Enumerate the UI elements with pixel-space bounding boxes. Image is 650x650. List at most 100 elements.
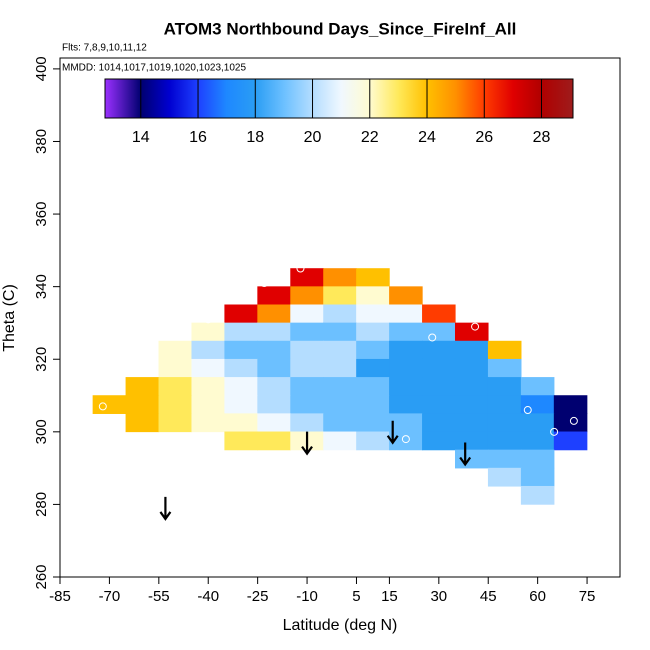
field-cell	[290, 322, 324, 342]
field-cell	[290, 304, 324, 324]
field-cell	[323, 286, 357, 306]
chart-title: ATOM3 Northbound Days_Since_FireInf_All	[164, 19, 517, 38]
field-cell	[422, 431, 456, 451]
field-cell	[487, 413, 522, 433]
field-cell	[422, 340, 456, 360]
field-cell	[191, 358, 226, 378]
x-tick-label: 60	[529, 588, 546, 605]
field-cell	[356, 286, 390, 306]
field-cell	[290, 286, 324, 306]
field-cell	[389, 286, 423, 306]
field-cell	[454, 340, 489, 360]
x-tick-label: -10	[296, 588, 318, 605]
field-cell	[487, 449, 522, 469]
field-cell	[290, 377, 324, 396]
field-cell	[487, 395, 522, 414]
field-cell	[520, 467, 555, 487]
arrow	[301, 431, 313, 456]
field-cell	[356, 377, 390, 396]
field-cell	[487, 377, 522, 396]
colorbar-tick-label: 20	[304, 129, 322, 146]
field-cell	[520, 395, 555, 414]
field-cell	[356, 322, 390, 342]
field-cell	[487, 358, 522, 378]
field-cell	[422, 395, 456, 414]
x-tick-label: -40	[197, 588, 219, 605]
field-cell	[158, 413, 193, 433]
field-cell	[323, 377, 357, 396]
x-tick-label: -70	[99, 588, 121, 605]
subtitle: Flts: 7,8,9,10,11,12	[62, 43, 147, 54]
field-cell	[356, 413, 390, 433]
field-cell	[520, 449, 555, 469]
field-cell	[224, 395, 258, 414]
field-cell	[92, 395, 127, 414]
flight-point	[260, 279, 269, 288]
x-tick-label: 5	[352, 588, 360, 605]
field-cell	[520, 413, 555, 433]
field-cell	[224, 304, 258, 324]
y-tick-label: 380	[33, 129, 50, 154]
field-cell	[257, 431, 291, 451]
x-tick-label: 75	[579, 588, 596, 605]
field-cell	[389, 340, 423, 360]
field-cell	[356, 358, 390, 378]
field-cell	[389, 304, 423, 324]
flight-point	[569, 416, 578, 425]
field-cell	[257, 358, 291, 378]
field-cell	[323, 431, 357, 451]
field-cell	[454, 377, 489, 396]
x-tick-label: -55	[148, 588, 170, 605]
field-cell	[422, 304, 456, 324]
field-cell	[389, 395, 423, 414]
field-cell	[454, 358, 489, 378]
colorbar-tick-label: 24	[418, 129, 436, 146]
colorbar	[104, 78, 574, 119]
field-cell	[290, 395, 324, 414]
x-axis-label: Latitude (deg N)	[283, 617, 398, 634]
y-tick-label: 300	[33, 419, 50, 444]
field-cell	[520, 431, 555, 451]
x-tick-label: 45	[480, 588, 497, 605]
arrow	[159, 496, 172, 521]
y-tick-label: 360	[33, 202, 50, 227]
flight-point	[527, 351, 536, 360]
arrow	[459, 442, 472, 467]
field-cell	[454, 395, 489, 414]
field-cell	[125, 413, 160, 433]
field-cell	[389, 358, 423, 378]
field-cell	[356, 431, 390, 451]
y-tick-label: 400	[33, 56, 50, 81]
y-tick-label: 280	[33, 492, 50, 517]
field-cell	[454, 431, 489, 451]
arrow	[386, 420, 399, 445]
y-tick-label: 340	[33, 274, 50, 299]
field-cell	[257, 322, 291, 342]
field-cell	[454, 322, 489, 342]
x-tick-label: 15	[381, 588, 398, 605]
colorbar-tick-label: 18	[246, 129, 264, 146]
field-cell	[422, 358, 456, 378]
flight-point	[523, 406, 532, 415]
x-tick-label: -25	[247, 588, 269, 605]
field-cell	[290, 340, 324, 360]
field-cell	[323, 340, 357, 360]
field-cell	[224, 413, 258, 433]
colorbar-tick-label: 28	[533, 129, 551, 146]
field-cell	[323, 304, 357, 324]
field-cell	[224, 340, 258, 360]
flight-point	[428, 333, 437, 342]
field-cell	[191, 413, 226, 433]
field-cell	[487, 431, 522, 451]
x-tick-label: -85	[49, 588, 71, 605]
field-cell	[323, 358, 357, 378]
field-cell	[257, 340, 291, 360]
field-cell	[158, 377, 193, 396]
field-cell	[389, 413, 423, 433]
field-cell	[191, 377, 226, 396]
field-cell	[323, 413, 357, 433]
field-cell	[125, 395, 160, 414]
field-cell	[487, 340, 522, 360]
flight-point	[98, 402, 107, 411]
